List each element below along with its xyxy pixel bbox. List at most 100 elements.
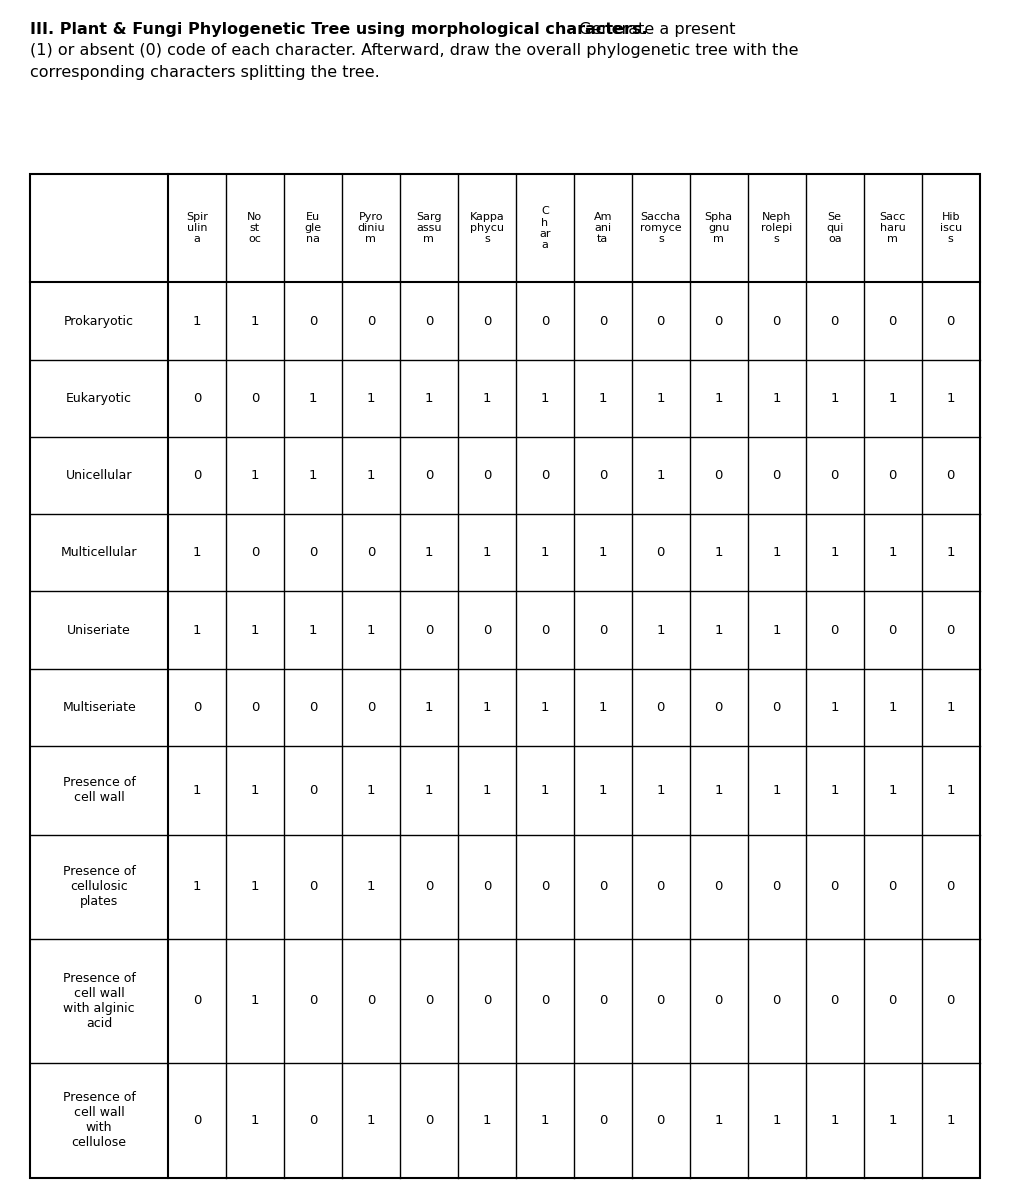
Text: 0: 0	[656, 1114, 665, 1127]
Text: 0: 0	[424, 881, 433, 893]
Text: 1: 1	[830, 546, 839, 559]
Text: 1: 1	[889, 392, 897, 404]
Text: Am
ani
ta: Am ani ta	[594, 212, 612, 245]
Text: 0: 0	[424, 314, 433, 328]
Text: 0: 0	[250, 546, 260, 559]
Text: 0: 0	[367, 546, 375, 559]
Text: 1: 1	[250, 314, 260, 328]
Text: 0: 0	[309, 1114, 317, 1127]
Text: 0: 0	[367, 701, 375, 714]
Text: 0: 0	[889, 624, 897, 636]
Text: 0: 0	[309, 995, 317, 1007]
Text: 0: 0	[540, 624, 549, 636]
Text: 1: 1	[946, 546, 955, 559]
Text: 0: 0	[599, 314, 607, 328]
Text: 1: 1	[599, 392, 607, 404]
Text: 0: 0	[773, 469, 781, 482]
Text: 0: 0	[309, 701, 317, 714]
Text: 1: 1	[193, 624, 201, 636]
Text: 1: 1	[424, 546, 433, 559]
Text: Eu
gle
na: Eu gle na	[304, 212, 321, 245]
Text: 1: 1	[540, 701, 549, 714]
Text: 1: 1	[250, 624, 260, 636]
Text: Generate a present: Generate a present	[574, 22, 735, 36]
Text: 1: 1	[889, 701, 897, 714]
Text: 1: 1	[309, 392, 317, 404]
Text: 1: 1	[540, 392, 549, 404]
Text: 0: 0	[367, 314, 375, 328]
Text: 1: 1	[773, 784, 781, 797]
Text: 0: 0	[773, 995, 781, 1007]
Text: 0: 0	[773, 314, 781, 328]
Text: 0: 0	[946, 469, 954, 482]
Text: Presence of
cell wall: Presence of cell wall	[63, 776, 135, 804]
Text: 0: 0	[483, 881, 491, 893]
Text: 0: 0	[889, 995, 897, 1007]
Text: 1: 1	[656, 784, 665, 797]
Text: 1: 1	[714, 784, 723, 797]
Text: 0: 0	[773, 701, 781, 714]
Text: 1: 1	[424, 701, 433, 714]
Text: 0: 0	[483, 314, 491, 328]
Text: 1: 1	[656, 469, 665, 482]
Text: 1: 1	[714, 546, 723, 559]
Text: 1: 1	[193, 314, 201, 328]
Text: 0: 0	[946, 881, 954, 893]
Text: 0: 0	[715, 469, 723, 482]
Text: 1: 1	[424, 392, 433, 404]
Text: 0: 0	[250, 392, 260, 404]
Text: 0: 0	[830, 881, 839, 893]
Text: 1: 1	[540, 546, 549, 559]
Text: 0: 0	[193, 701, 201, 714]
Text: Uniseriate: Uniseriate	[68, 624, 131, 636]
Text: 0: 0	[424, 624, 433, 636]
Text: 0: 0	[656, 995, 665, 1007]
Text: 0: 0	[830, 624, 839, 636]
Text: 0: 0	[715, 701, 723, 714]
Text: 1: 1	[540, 1114, 549, 1127]
Text: 0: 0	[540, 881, 549, 893]
Text: 0: 0	[715, 314, 723, 328]
Text: Spir
ulin
a: Spir ulin a	[186, 212, 208, 245]
Text: 1: 1	[540, 784, 549, 797]
Text: 0: 0	[483, 624, 491, 636]
Text: Presence of
cellulosic
plates: Presence of cellulosic plates	[63, 865, 135, 908]
Text: 1: 1	[946, 1114, 955, 1127]
Text: Eukaryotic: Eukaryotic	[66, 392, 132, 404]
Text: 1: 1	[193, 881, 201, 893]
Text: 0: 0	[193, 392, 201, 404]
Text: 1: 1	[483, 701, 491, 714]
Text: 1: 1	[714, 392, 723, 404]
Text: 0: 0	[250, 701, 260, 714]
Text: 0: 0	[424, 469, 433, 482]
Text: 0: 0	[424, 1114, 433, 1127]
Text: 1: 1	[483, 546, 491, 559]
Text: 1: 1	[193, 546, 201, 559]
Text: 0: 0	[599, 995, 607, 1007]
Text: 1: 1	[830, 784, 839, 797]
Text: Kappa
phycu
s: Kappa phycu s	[470, 212, 504, 245]
Text: Unicellular: Unicellular	[66, 469, 132, 482]
Text: Sacc
haru
m: Sacc haru m	[880, 212, 906, 245]
Text: 1: 1	[367, 624, 375, 636]
Text: 1: 1	[483, 784, 491, 797]
Text: 0: 0	[483, 995, 491, 1007]
Text: 1: 1	[309, 469, 317, 482]
Text: 1: 1	[599, 784, 607, 797]
Text: Prokaryotic: Prokaryotic	[64, 314, 134, 328]
Text: 1: 1	[714, 1114, 723, 1127]
Text: 0: 0	[946, 624, 954, 636]
Text: 0: 0	[889, 881, 897, 893]
Text: 1: 1	[250, 469, 260, 482]
Text: 1: 1	[250, 881, 260, 893]
Text: 1: 1	[830, 392, 839, 404]
Text: 1: 1	[773, 392, 781, 404]
Text: (1) or absent (0) code of each character. Afterward, draw the overall phylogenet: (1) or absent (0) code of each character…	[30, 43, 799, 58]
Text: 0: 0	[367, 995, 375, 1007]
Text: 0: 0	[599, 469, 607, 482]
Text: 1: 1	[889, 546, 897, 559]
Text: 1: 1	[830, 1114, 839, 1127]
Text: Multicellular: Multicellular	[61, 546, 137, 559]
Text: 0: 0	[599, 881, 607, 893]
Text: 0: 0	[656, 881, 665, 893]
